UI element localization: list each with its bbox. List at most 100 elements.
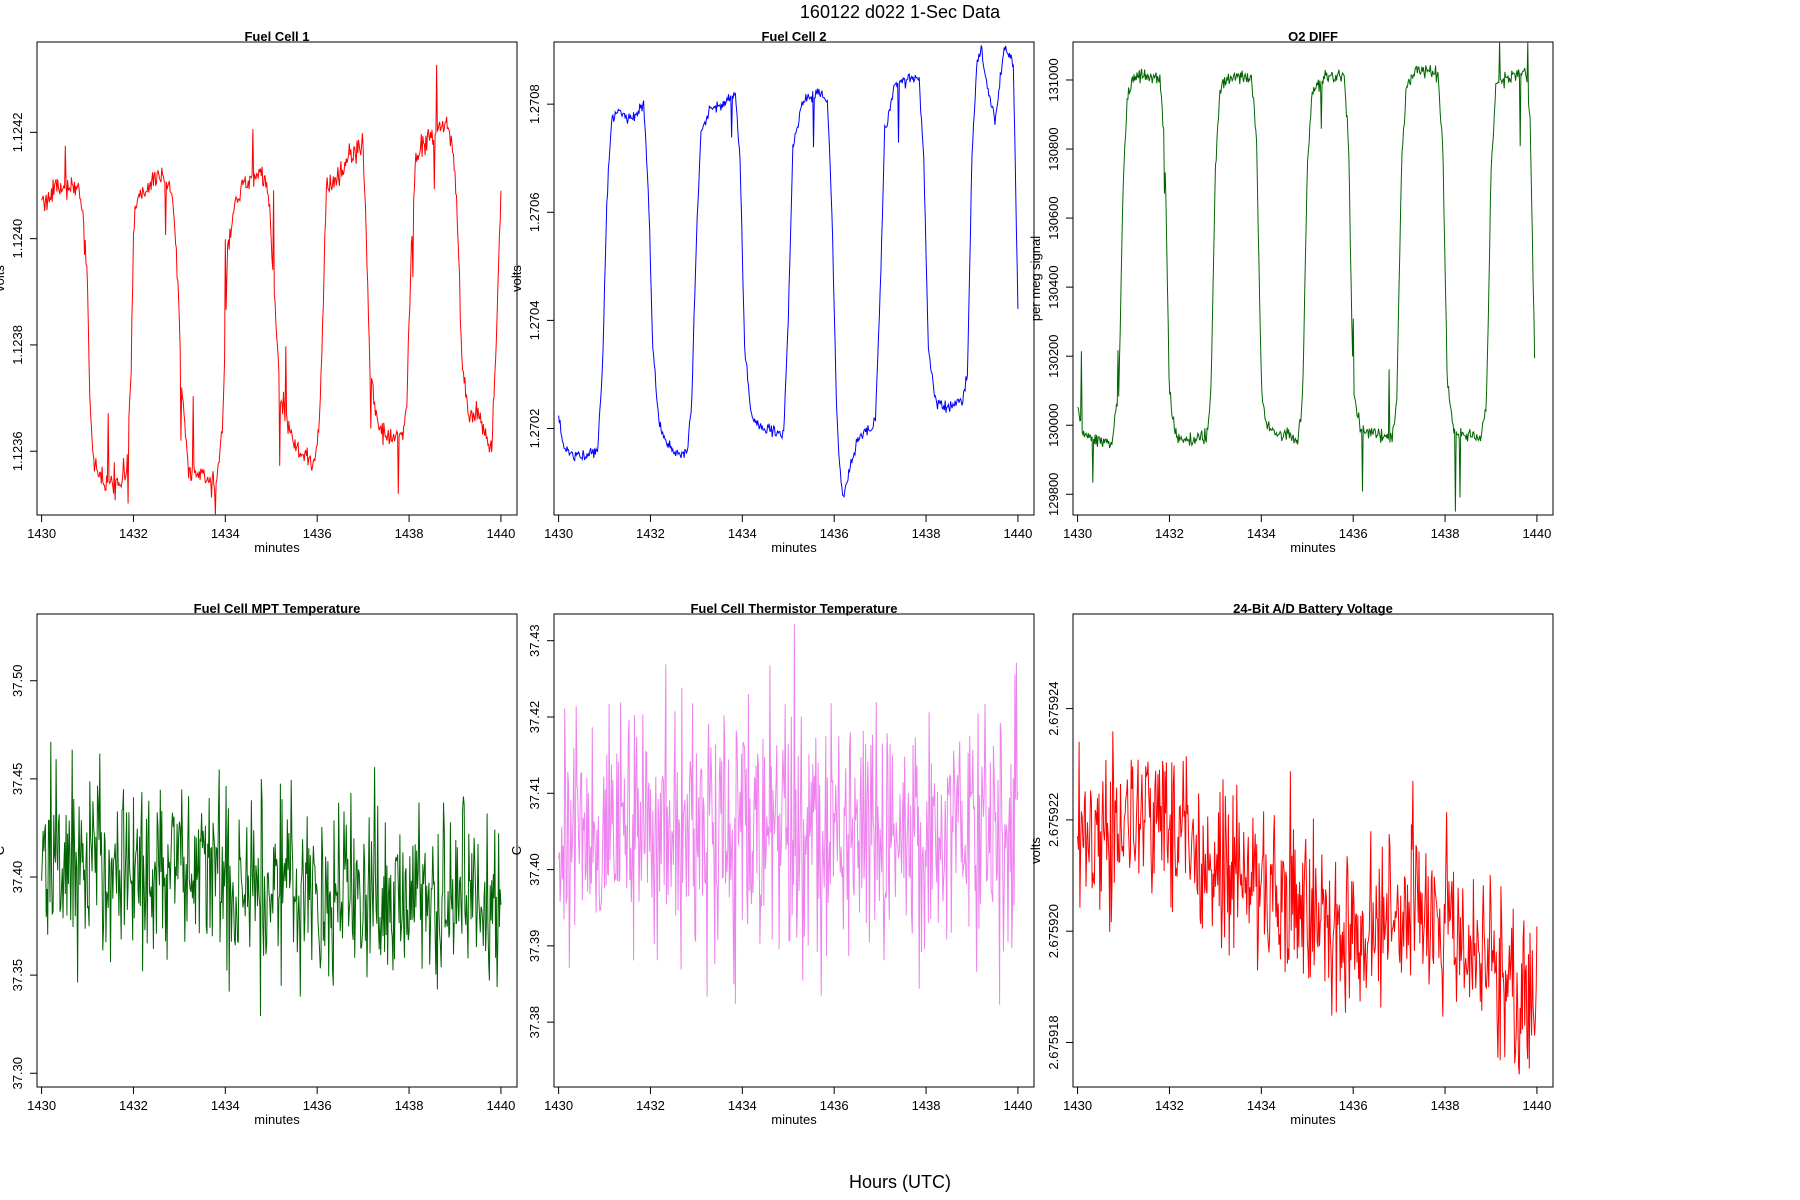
y-tick-label: 37.40	[10, 861, 25, 894]
y-axis-label: C	[509, 846, 524, 855]
y-tick-label: 37.50	[10, 664, 25, 697]
chart-title: O2 DIFF	[1288, 29, 1338, 44]
x-tick-label: 1440	[486, 526, 515, 541]
y-tick-label: 1.2704	[527, 301, 542, 341]
y-tick-label: 1.2708	[527, 84, 542, 124]
y-tick-label: 1.2706	[527, 192, 542, 232]
x-tick-label: 1432	[636, 526, 665, 541]
y-tick-label: 37.35	[10, 959, 25, 992]
y-tick-label: 1.1238	[10, 325, 25, 365]
plot-frame	[36, 41, 518, 516]
x-tick-label: 1434	[728, 526, 757, 541]
global-x-axis-label: Hours (UTC)	[849, 1172, 951, 1192]
chart-title: Fuel Cell MPT Temperature	[194, 601, 361, 616]
plot-frame	[1072, 41, 1554, 516]
plot-frame	[553, 613, 1035, 1088]
y-tick-label: 37.45	[10, 763, 25, 796]
x-tick-label: 1434	[211, 1098, 240, 1113]
y-tick-label: 1.1242	[10, 112, 25, 152]
y-tick-label: 2.675918	[1046, 1015, 1061, 1069]
series-line	[41, 64, 502, 516]
y-tick-label: 37.42	[527, 701, 542, 734]
x-axis-label: minutes	[771, 540, 817, 555]
x-tick-label: 1436	[1339, 1098, 1368, 1113]
x-tick-label: 1430	[1063, 526, 1092, 541]
chart-o2-diff: O2 DIFF 1430 1432 1434 1436 1438 1440 minutes 12…	[1028, 29, 1554, 555]
plot-frame	[36, 613, 518, 1088]
x-axis-label: minutes	[1290, 540, 1336, 555]
chart-fuel-cell-1: Fuel Cell 1 1430 1432 1434 1436 1438 1440 minut…	[0, 29, 518, 555]
y-tick-label: 37.30	[10, 1057, 25, 1090]
x-tick-label: 1430	[1063, 1098, 1092, 1113]
x-tick-label: 1440	[1003, 1098, 1032, 1113]
chart-title: Fuel Cell 1	[244, 29, 309, 44]
series-line	[1077, 41, 1536, 512]
x-tick-label: 1440	[486, 1098, 515, 1113]
x-tick-label: 1434	[728, 1098, 757, 1113]
x-tick-label: 1432	[119, 1098, 148, 1113]
y-tick-label: 130800	[1046, 127, 1061, 170]
y-tick-label: 1.1236	[10, 431, 25, 471]
x-tick-label: 1438	[1431, 1098, 1460, 1113]
x-tick-label: 1432	[1155, 526, 1184, 541]
page-title: 160122 d022 1-Sec Data	[799, 2, 1001, 22]
y-tick-label: 130600	[1046, 196, 1061, 239]
chart-title: Fuel Cell 2	[761, 29, 826, 44]
chart-mpt-temperature: Fuel Cell MPT Temperature 1430 1432 1434 143…	[0, 601, 518, 1127]
series-line	[1077, 731, 1538, 1075]
y-tick-label: 37.38	[527, 1006, 542, 1039]
y-tick-label: 1.2702	[527, 409, 542, 449]
x-tick-label: 1434	[1247, 526, 1276, 541]
x-tick-label: 1440	[1522, 1098, 1551, 1113]
series-line	[41, 741, 502, 1017]
x-axis-label: minutes	[1290, 1112, 1336, 1127]
x-tick-label: 1432	[636, 1098, 665, 1113]
x-tick-label: 1436	[1339, 526, 1368, 541]
chart-fuel-cell-2: Fuel Cell 2 1430 1432 1434 1436 1438 1440 minut…	[509, 29, 1035, 555]
x-tick-label: 1436	[303, 526, 332, 541]
x-tick-label: 1434	[211, 526, 240, 541]
x-tick-label: 1432	[119, 526, 148, 541]
x-tick-label: 1436	[303, 1098, 332, 1113]
y-tick-label: 37.39	[527, 930, 542, 963]
x-tick-label: 1430	[27, 1098, 56, 1113]
x-tick-label: 1432	[1155, 1098, 1184, 1113]
x-axis-label: minutes	[771, 1112, 817, 1127]
y-axis-label: per meg signal	[1028, 236, 1043, 321]
y-tick-label: 130200	[1046, 334, 1061, 377]
x-tick-label: 1436	[820, 1098, 849, 1113]
y-tick-label: 1.1240	[10, 219, 25, 259]
y-axis-label: volts	[0, 265, 7, 292]
y-tick-label: 130000	[1046, 404, 1061, 447]
y-tick-label: 2.675924	[1046, 681, 1061, 735]
x-tick-label: 1430	[27, 526, 56, 541]
x-tick-label: 1436	[820, 526, 849, 541]
y-tick-label: 37.41	[527, 777, 542, 810]
plot-frame	[553, 41, 1035, 516]
chart-title: Fuel Cell Thermistor Temperature	[690, 601, 897, 616]
chart-title: 24-Bit A/D Battery Voltage	[1233, 601, 1393, 616]
y-tick-label: 130400	[1046, 265, 1061, 308]
y-tick-label: 129800	[1046, 473, 1061, 516]
x-tick-label: 1434	[1247, 1098, 1276, 1113]
y-tick-label: 131000	[1046, 58, 1061, 101]
plot-frame	[1072, 613, 1554, 1088]
y-axis-label: C	[0, 846, 7, 855]
x-tick-label: 1438	[912, 1098, 941, 1113]
y-tick-label: 2.675922	[1046, 793, 1061, 847]
x-tick-label: 1430	[544, 1098, 573, 1113]
y-tick-label: 37.43	[527, 624, 542, 657]
y-axis-label: volts	[1028, 837, 1043, 864]
series-line	[558, 45, 1019, 498]
x-axis-label: minutes	[254, 1112, 300, 1127]
x-tick-label: 1430	[544, 526, 573, 541]
x-tick-label: 1438	[1431, 526, 1460, 541]
chart-thermistor-temperature: Fuel Cell Thermistor Temperature 1430 1432…	[509, 601, 1035, 1127]
y-tick-label: 2.675920	[1046, 904, 1061, 958]
x-axis-label: minutes	[254, 540, 300, 555]
x-tick-label: 1438	[912, 526, 941, 541]
x-tick-label: 1440	[1522, 526, 1551, 541]
x-tick-label: 1438	[395, 526, 424, 541]
series-line	[558, 623, 1019, 1005]
x-tick-label: 1438	[395, 1098, 424, 1113]
